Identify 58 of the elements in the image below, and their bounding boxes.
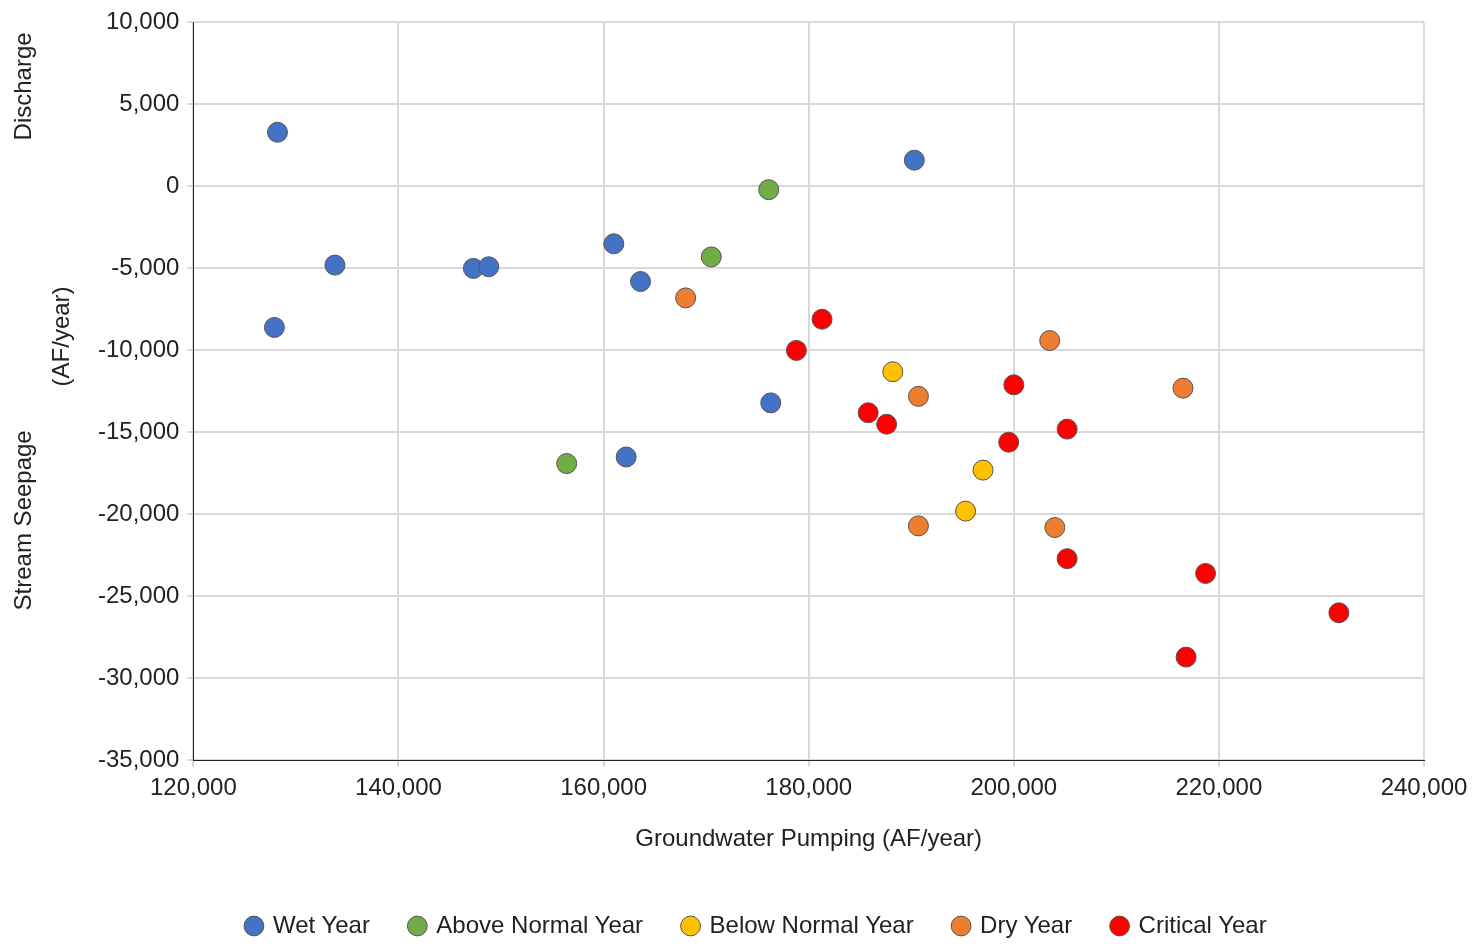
- point: [998, 431, 1020, 453]
- point: [785, 339, 807, 361]
- legend-label: Below Normal Year: [709, 910, 914, 938]
- point: [1039, 330, 1061, 352]
- point: [263, 316, 285, 338]
- point: [1003, 374, 1025, 396]
- point: [324, 254, 346, 276]
- y-tick-label: -30,000: [97, 663, 180, 691]
- y-tick-label: -20,000: [97, 499, 180, 527]
- point: [903, 149, 925, 171]
- legend-label: Critical Year: [1138, 910, 1267, 938]
- x-tick-label: 240,000: [1380, 773, 1468, 801]
- x-tick-label: 200,000: [970, 773, 1058, 801]
- point: [758, 179, 780, 201]
- text: Stream Seepage: [8, 430, 36, 611]
- point: [266, 121, 288, 143]
- point: [1172, 377, 1194, 399]
- y-tick-label: -25,000: [97, 581, 180, 609]
- point: [1328, 602, 1350, 624]
- point: [1044, 517, 1066, 539]
- legend-label: Dry Year: [980, 910, 1073, 938]
- point: [675, 287, 697, 309]
- point: [876, 413, 898, 435]
- point: [630, 271, 652, 293]
- point: [907, 515, 929, 537]
- y-tick-label: 5,000: [119, 89, 180, 117]
- y-tick-label: -35,000: [97, 745, 180, 773]
- point: [1056, 548, 1078, 570]
- point: [1195, 562, 1217, 584]
- point: [907, 385, 929, 407]
- x-axis-title: Groundwater Pumping (AF/year): [635, 824, 983, 852]
- y-tick-label: -15,000: [97, 417, 180, 445]
- point: [811, 308, 833, 330]
- point: [882, 361, 904, 383]
- point: [478, 256, 500, 278]
- point: [760, 392, 782, 414]
- legend-label: Above Normal Year: [436, 910, 644, 938]
- y-tick-label: -5,000: [111, 253, 180, 281]
- legend-label: Wet Year: [272, 910, 370, 938]
- x-tick-label: 180,000: [765, 773, 853, 801]
- point: [972, 459, 994, 481]
- point: [615, 446, 637, 468]
- y-tick-label: 10,000: [105, 7, 180, 35]
- text: Discharge: [8, 32, 36, 141]
- point: [700, 246, 722, 268]
- x-tick-label: 120,000: [150, 773, 237, 801]
- point: [955, 500, 977, 522]
- y-tick-label: -10,000: [97, 335, 180, 363]
- point: [556, 453, 578, 475]
- x-tick-label: 140,000: [355, 773, 442, 801]
- point: [1175, 646, 1197, 668]
- y-tick-label: 0: [166, 171, 180, 199]
- x-tick-label: 160,000: [560, 773, 647, 801]
- point: [1056, 418, 1078, 440]
- point: [603, 233, 625, 255]
- point: [857, 402, 879, 424]
- x-tick-label: 220,000: [1175, 773, 1263, 801]
- y-axis-title: (AF/year): [46, 286, 74, 387]
